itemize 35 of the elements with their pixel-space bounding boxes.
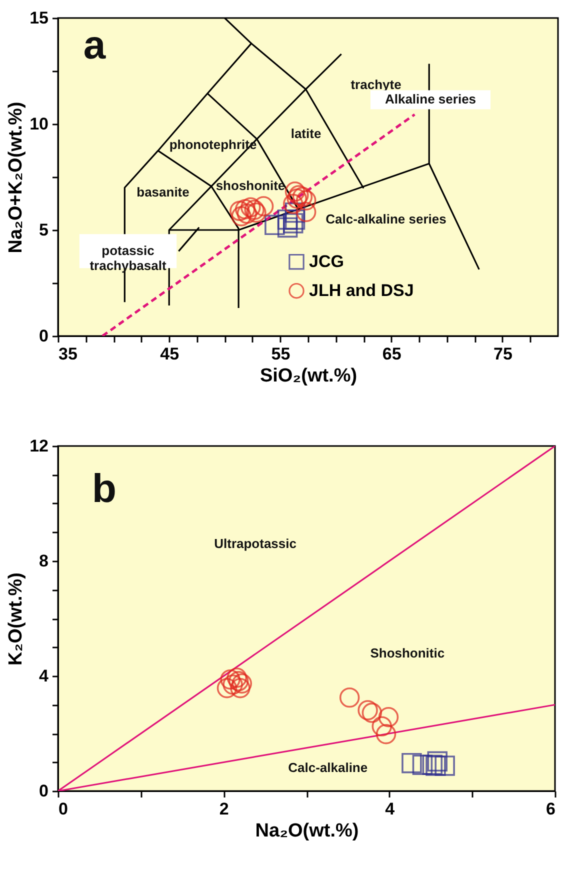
annotation: latite <box>290 126 322 141</box>
y-tick-label: 4 <box>39 666 50 686</box>
x-tick-label: 65 <box>382 344 402 364</box>
x-tick-label: 0 <box>58 800 68 818</box>
annotation: a <box>83 23 106 68</box>
annotation: basanite <box>136 184 190 200</box>
y-axis-title: Na₂O+K₂O(wt.%) <box>6 102 27 254</box>
y-tick-label: 5 <box>39 220 48 240</box>
x-tick-label: 45 <box>160 344 180 364</box>
annotation: Shoshonitic <box>370 646 445 661</box>
y-axis-title: K₂O(wt.%) <box>6 572 27 666</box>
annotation: potassic trachybasalt <box>90 243 167 274</box>
x-tick-label: 4 <box>385 800 396 818</box>
x-axis-title: SiO₂(wt.%) <box>260 366 358 386</box>
x-tick-label: 55 <box>271 344 290 364</box>
x-tick-label: 35 <box>58 344 78 364</box>
y-tick-label: 12 <box>30 436 48 456</box>
y-tick-label: 8 <box>39 552 48 570</box>
y-tick-label: 15 <box>30 8 48 28</box>
annotation: shoshonite <box>216 178 286 194</box>
x-tick-label: 75 <box>493 344 512 364</box>
legend-label: JLH and DSJ <box>309 280 414 300</box>
annotation: Calc-alkaline series <box>326 212 446 227</box>
annotation: Ultrapotassic <box>214 536 296 551</box>
annotation: Alkaline series <box>384 92 476 107</box>
y-tick-label: 10 <box>30 114 48 134</box>
annotation: Calc-alkaline <box>288 760 368 776</box>
x-tick-label: 6 <box>546 800 556 818</box>
y-tick-label: 0 <box>39 782 48 800</box>
x-axis-title: Na₂O(wt.%) <box>255 820 359 842</box>
legend-label: JCG <box>309 252 344 271</box>
annotation: trachyte <box>350 76 402 92</box>
y-tick-label: 0 <box>39 326 48 346</box>
annotation: b <box>92 467 116 512</box>
x-tick-label: 2 <box>219 800 229 818</box>
